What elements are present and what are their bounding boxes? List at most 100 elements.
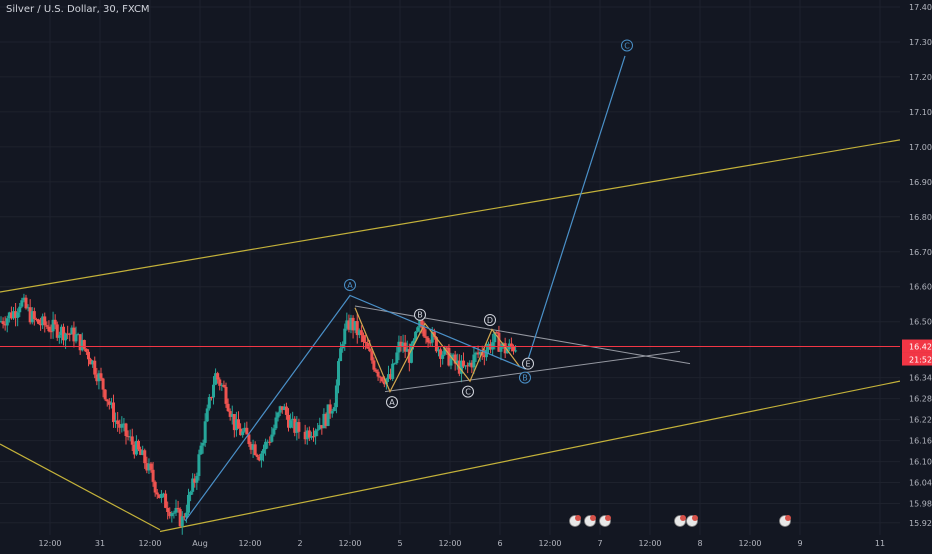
event-flag-icon — [785, 515, 791, 521]
candle-body — [147, 463, 151, 471]
wave-label-circle — [414, 308, 426, 321]
candle-body — [393, 363, 397, 365]
candle-body — [422, 327, 426, 337]
candle-body — [276, 412, 280, 418]
candle-body — [303, 431, 307, 440]
candle-body — [118, 424, 122, 428]
price-tick-label: 16.160 — [909, 437, 932, 446]
candle-body — [34, 318, 38, 320]
candle-body — [99, 373, 103, 379]
time-tick-label: 6 — [497, 539, 502, 548]
candle-body — [26, 307, 30, 309]
candle-body — [455, 360, 459, 364]
candle-body — [376, 371, 380, 377]
wave-label: B — [417, 311, 423, 320]
candle-body — [437, 349, 440, 352]
candle-body — [84, 348, 88, 352]
candle-body — [416, 327, 420, 332]
candle-body — [193, 478, 197, 483]
event-flag-icon — [692, 515, 698, 521]
countdown-badge — [902, 352, 932, 366]
candle-body — [470, 362, 474, 368]
price-axis[interactable]: 17.400 17.300 17.200 17.100 17.000 16.900 16.8… — [900, 0, 932, 550]
time-tick-label: 9 — [797, 539, 802, 548]
candle-body — [428, 342, 432, 344]
time-axis[interactable]: 12:00 31 12:00 Aug 12:00 2 12:00 5 12:00 6 12:00 7 1… — [0, 535, 932, 550]
candle-body — [124, 423, 128, 437]
channel-line — [159, 380, 901, 533]
candle-body — [382, 381, 386, 385]
candle-body — [222, 384, 226, 387]
channel-lines[interactable] — [0, 139, 901, 533]
candle-body — [257, 456, 261, 461]
candle-body — [330, 411, 334, 414]
candle-body — [441, 354, 445, 359]
candle-body — [368, 348, 372, 352]
candle-body — [397, 341, 401, 353]
candle-body — [505, 349, 509, 354]
candle-body — [137, 440, 140, 450]
candle-body — [32, 311, 36, 319]
grid — [0, 0, 900, 535]
price-tick-label: 16.700 — [909, 248, 932, 257]
time-tick-label: 31 — [95, 539, 105, 548]
triangle-lines[interactable] — [354, 305, 691, 393]
candle-body — [172, 512, 176, 514]
candle-body — [445, 347, 449, 349]
price-tick-label: 16.100 — [909, 458, 932, 467]
wave-labels: A C B A B C D E — [344, 39, 633, 409]
candle-body — [12, 311, 15, 319]
candle-body — [109, 402, 113, 405]
wave-path[interactable] — [184, 55, 626, 522]
candle-body — [472, 354, 476, 368]
candle-body — [353, 321, 357, 331]
candle-body — [357, 330, 361, 336]
candle-body — [105, 399, 109, 402]
candle-body — [155, 492, 159, 495]
wave-label: A — [347, 281, 353, 290]
candle-body — [307, 430, 311, 438]
candle-body — [343, 328, 347, 345]
candle-body — [230, 414, 234, 417]
candle-body — [174, 507, 178, 513]
candle-body — [466, 365, 470, 367]
candle-body — [203, 421, 207, 443]
symbol-title: Silver / U.S. Dollar, 30, FXCM — [6, 4, 150, 15]
wave-label: A — [389, 398, 395, 407]
candle-body — [132, 444, 136, 455]
candle-body — [447, 347, 451, 366]
candle-body — [176, 507, 180, 510]
candle-body — [372, 360, 376, 370]
wave-label: C — [465, 388, 471, 397]
candle-body — [16, 312, 20, 318]
event-flag-icon — [605, 515, 611, 521]
candle-body — [380, 377, 384, 382]
price-tick-label: 15.980 — [909, 500, 932, 509]
candle-body — [239, 428, 243, 436]
candle-body — [164, 493, 168, 508]
candle-body — [241, 431, 245, 436]
candle-body — [509, 343, 513, 347]
wave-label: B — [522, 374, 528, 383]
candle-body — [143, 450, 147, 464]
candle-body — [237, 419, 240, 429]
time-tick-label: Aug — [192, 539, 208, 548]
candle-body — [493, 331, 497, 343]
candle-body — [95, 374, 99, 382]
price-tick-label: 16.600 — [909, 283, 932, 292]
wave-label: D — [487, 316, 493, 325]
candle-body — [70, 327, 74, 335]
zigzag-path[interactable] — [354, 307, 521, 394]
candle-body — [195, 476, 199, 483]
candle-body — [24, 297, 28, 309]
event-icons[interactable] — [569, 515, 792, 527]
candle-body — [191, 478, 195, 492]
wave-label-circle — [344, 278, 356, 291]
countdown-label: 21:52 — [909, 356, 932, 365]
triangle-line — [384, 350, 681, 393]
candle-body — [166, 507, 170, 512]
candle-body — [378, 376, 382, 378]
candle-body — [407, 349, 411, 363]
